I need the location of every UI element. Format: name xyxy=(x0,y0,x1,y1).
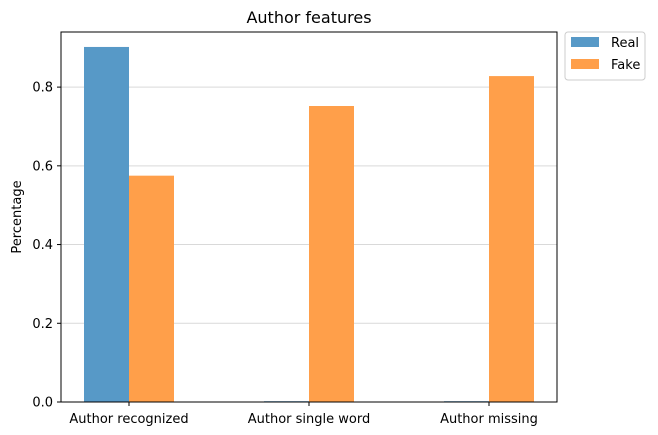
y-tick-label: 0.2 xyxy=(32,317,53,332)
chart-title: Author features xyxy=(246,8,371,27)
bar-fake-2 xyxy=(309,106,354,402)
bar-fake-1 xyxy=(129,176,174,402)
x-tick-label: Author missing xyxy=(440,412,538,427)
legend-label-fake: Fake xyxy=(611,58,640,73)
y-tick-label: 0.6 xyxy=(32,159,53,174)
y-axis-label: Percentage xyxy=(10,180,25,253)
legend-swatch-real xyxy=(571,37,599,47)
legend-swatch-fake xyxy=(571,59,599,69)
y-tick-label: 0.8 xyxy=(32,81,53,96)
y-tick-label: 0.4 xyxy=(32,238,53,253)
bar-real-1 xyxy=(84,47,129,402)
y-tick-label: 0.0 xyxy=(32,396,53,411)
legend-label-real: Real xyxy=(611,36,639,51)
legend: Real Fake xyxy=(565,32,645,80)
bars xyxy=(84,47,534,402)
y-axis: 0.0 0.2 0.4 0.6 0.8 xyxy=(32,81,61,411)
x-tick-label: Author single word xyxy=(248,412,370,427)
x-tick-label: Author recognized xyxy=(69,412,188,427)
bar-fake-3 xyxy=(489,76,534,402)
x-axis: Author recognized Author single word Autho… xyxy=(69,402,538,427)
